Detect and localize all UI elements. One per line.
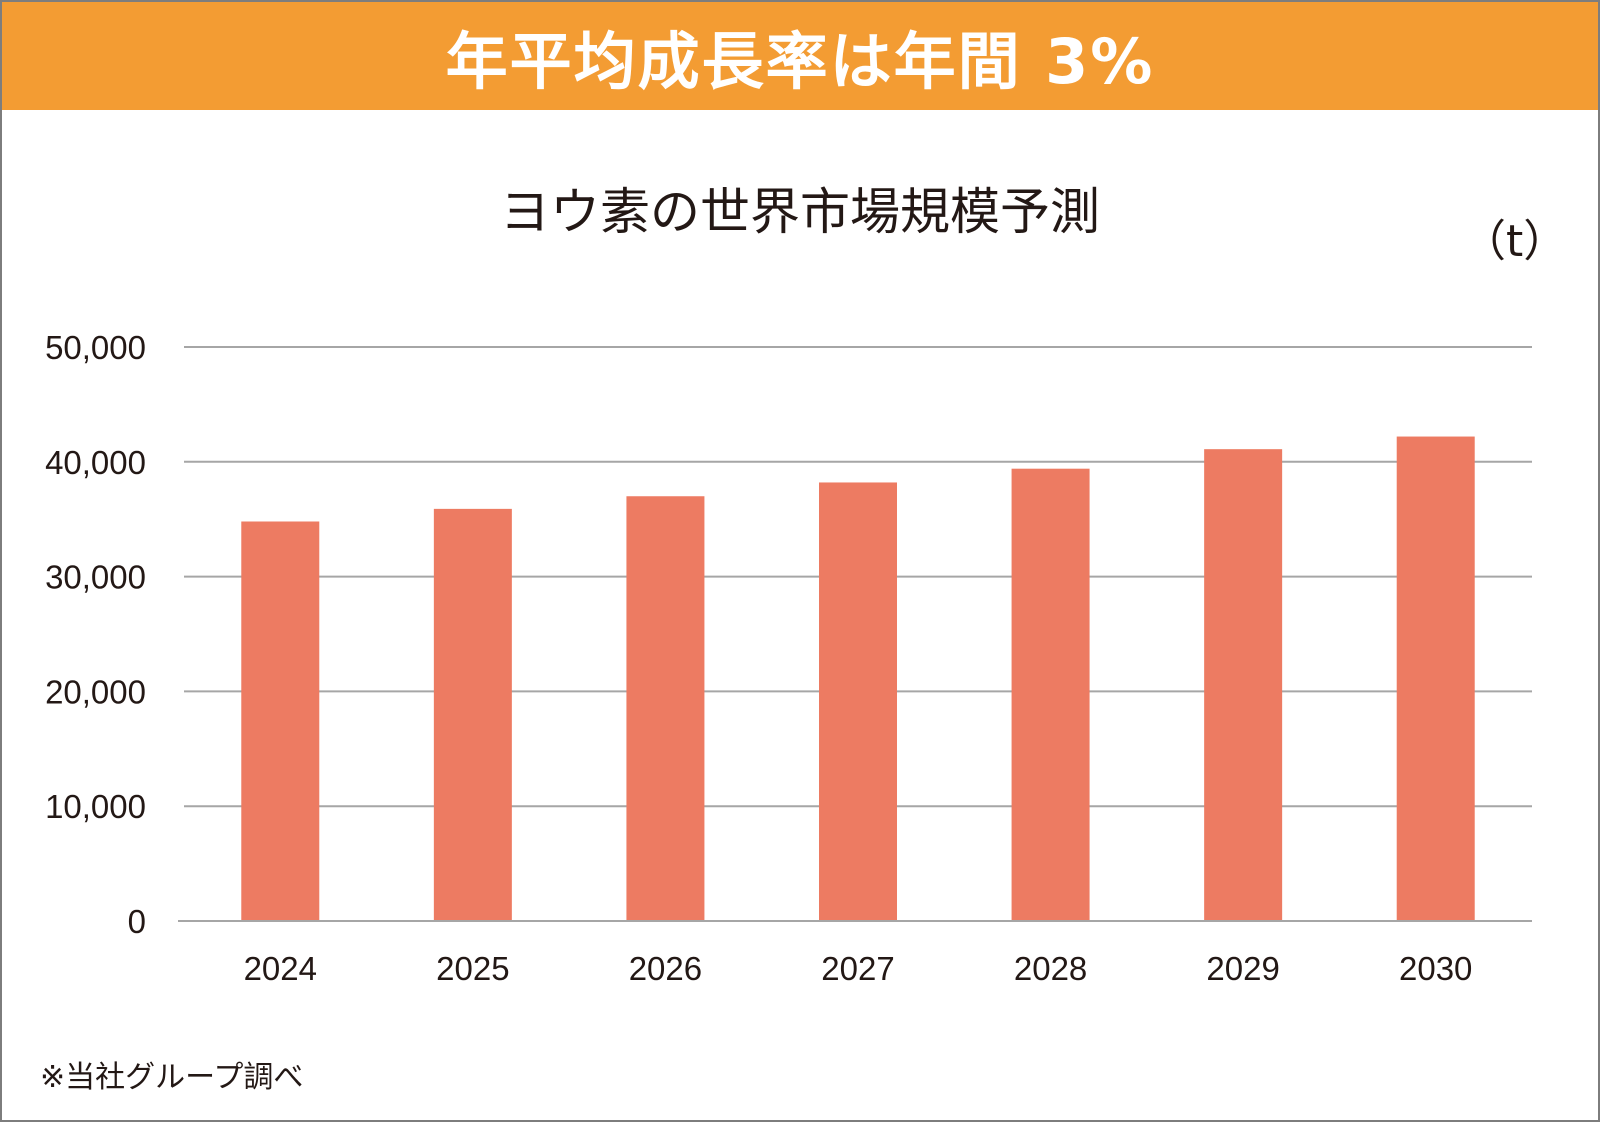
y-tick-label: 50,000 — [45, 329, 146, 366]
bar — [433, 508, 512, 921]
y-tick-label: 30,000 — [45, 559, 146, 596]
y-tick-label: 20,000 — [45, 673, 146, 710]
y-tick-label: 0 — [128, 903, 146, 940]
bar — [819, 482, 897, 921]
bar — [1204, 449, 1283, 921]
unit-label: （t） — [1462, 216, 1568, 267]
header-banner: 年平均成長率は年間 3% — [2, 2, 1598, 110]
x-tick-label: 2024 — [244, 950, 317, 987]
footnote: ※当社グループ調べ — [40, 1060, 304, 1095]
y-tick-label: 10,000 — [45, 788, 146, 825]
x-tick-label: 2026 — [629, 950, 702, 987]
chart-title: ヨウ素の世界市場規模予測 — [500, 183, 1100, 241]
x-tick-label: 2025 — [436, 950, 509, 987]
x-tick-label: 2027 — [821, 950, 894, 987]
bar — [1011, 468, 1090, 921]
x-tick-label: 2028 — [1014, 950, 1087, 987]
bar — [1396, 436, 1475, 921]
x-tick-label: 2029 — [1206, 950, 1279, 987]
x-tick-label: 2030 — [1399, 950, 1472, 987]
bar — [241, 521, 320, 921]
y-tick-label: 40,000 — [45, 444, 146, 481]
bar — [626, 496, 705, 921]
